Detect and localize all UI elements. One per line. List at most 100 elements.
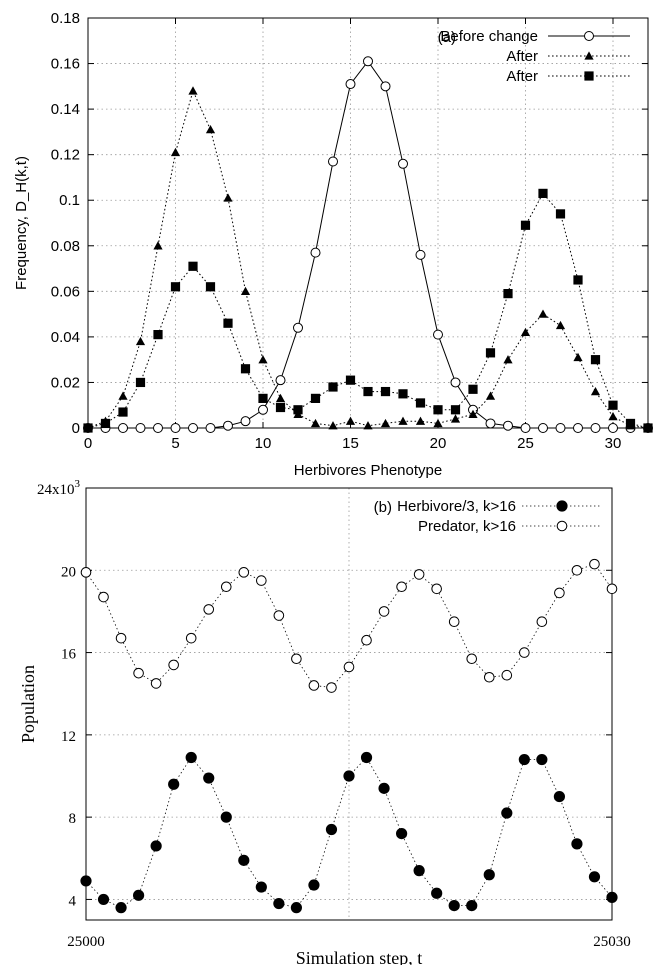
data-point: [450, 405, 461, 415]
data-point: [188, 86, 198, 95]
data-point: [571, 564, 583, 576]
data-point: [310, 393, 321, 403]
data-point: [590, 423, 601, 433]
x-tick-label: 15: [342, 435, 359, 452]
data-point: [520, 220, 531, 230]
data-point: [133, 889, 145, 901]
legend-label: After: [506, 68, 538, 85]
data-point: [378, 782, 390, 794]
data-point: [115, 632, 127, 644]
data-point: [133, 667, 144, 679]
plot-frame: [87, 17, 649, 429]
data-point: [150, 840, 162, 852]
data-point: [328, 156, 338, 167]
data-point: [290, 902, 302, 914]
data-point: [345, 375, 356, 385]
data-point: [503, 289, 513, 299]
data-point: [238, 567, 250, 578]
data-point: [310, 247, 321, 258]
data-point: [378, 606, 390, 617]
data-point: [203, 772, 215, 784]
data-point: [396, 828, 408, 840]
data-point: [170, 423, 181, 433]
data-point: [573, 423, 583, 433]
series-1: [83, 86, 653, 432]
legend-label: Predator, k>16: [418, 518, 516, 535]
data-point: [380, 81, 391, 92]
legend-marker: [556, 500, 568, 512]
data-point: [415, 398, 426, 408]
y-tick-label-top: 24x103: [37, 480, 81, 498]
data-point: [518, 753, 530, 766]
data-point: [135, 377, 146, 388]
data-point: [520, 327, 531, 337]
data-point: [258, 355, 268, 364]
data-point: [255, 881, 267, 893]
data-point: [503, 355, 513, 364]
y-axis-label: Frequency, D_H(k,t): [13, 156, 30, 290]
data-point: [398, 158, 408, 169]
data-point: [588, 871, 601, 883]
data-point: [310, 418, 321, 428]
data-point: [608, 400, 618, 410]
data-point: [606, 891, 618, 903]
data-point: [203, 604, 215, 615]
legend-marker: [556, 520, 568, 532]
series-line: [87, 89, 649, 429]
data-point: [326, 682, 337, 693]
data-point: [573, 275, 583, 285]
data-point: [115, 902, 127, 914]
data-point: [275, 375, 286, 386]
data-point: [520, 423, 531, 433]
data-point: [220, 581, 232, 593]
data-point: [188, 261, 198, 271]
data-point: [571, 838, 583, 850]
data-point: [293, 322, 303, 333]
data-point: [485, 418, 496, 429]
x-tick-label: 0: [84, 435, 92, 452]
data-point: [608, 412, 618, 421]
data-point: [188, 423, 198, 433]
data-point: [380, 386, 391, 397]
legend-marker: [584, 31, 594, 41]
data-point: [448, 616, 460, 628]
data-point: [468, 409, 478, 419]
data-point: [153, 241, 163, 250]
series-0: [80, 751, 618, 914]
data-point: [501, 807, 513, 819]
data-point: [413, 569, 425, 580]
x-axis-label: Simulation step, t: [296, 948, 423, 965]
data-point: [485, 391, 496, 400]
legend-label: Before change: [440, 28, 538, 45]
x-tick-label: 20: [430, 435, 447, 452]
series-line: [88, 60, 648, 429]
data-point: [223, 193, 233, 202]
data-point: [415, 249, 426, 260]
chart-b: 4 8 12 16 20 24x103 25000 25030 Simulation step,…: [18, 480, 631, 965]
data-point: [380, 418, 391, 428]
data-point: [433, 329, 443, 340]
data-point: [238, 854, 250, 866]
data-point: [293, 405, 303, 415]
data-point: [170, 147, 181, 157]
data-point: [501, 669, 513, 681]
data-point: [100, 418, 111, 429]
y-axis-label: Population: [18, 665, 38, 743]
data-point: [343, 661, 355, 673]
data-point: [361, 634, 372, 646]
data-point: [153, 423, 163, 433]
x-tick-label: 25030: [593, 934, 631, 950]
y-tick-label: 12: [61, 729, 76, 745]
data-point: [448, 900, 460, 912]
data-point: [220, 811, 232, 823]
data-point: [590, 355, 601, 365]
data-point: [168, 778, 180, 790]
data-point: [555, 209, 566, 219]
x-tick-label: 25: [517, 435, 534, 452]
legend-marker: [584, 71, 594, 81]
data-point: [483, 671, 495, 683]
data-point: [185, 751, 197, 764]
data-point: [608, 423, 618, 433]
data-point: [135, 423, 146, 433]
series-1: [80, 558, 618, 693]
